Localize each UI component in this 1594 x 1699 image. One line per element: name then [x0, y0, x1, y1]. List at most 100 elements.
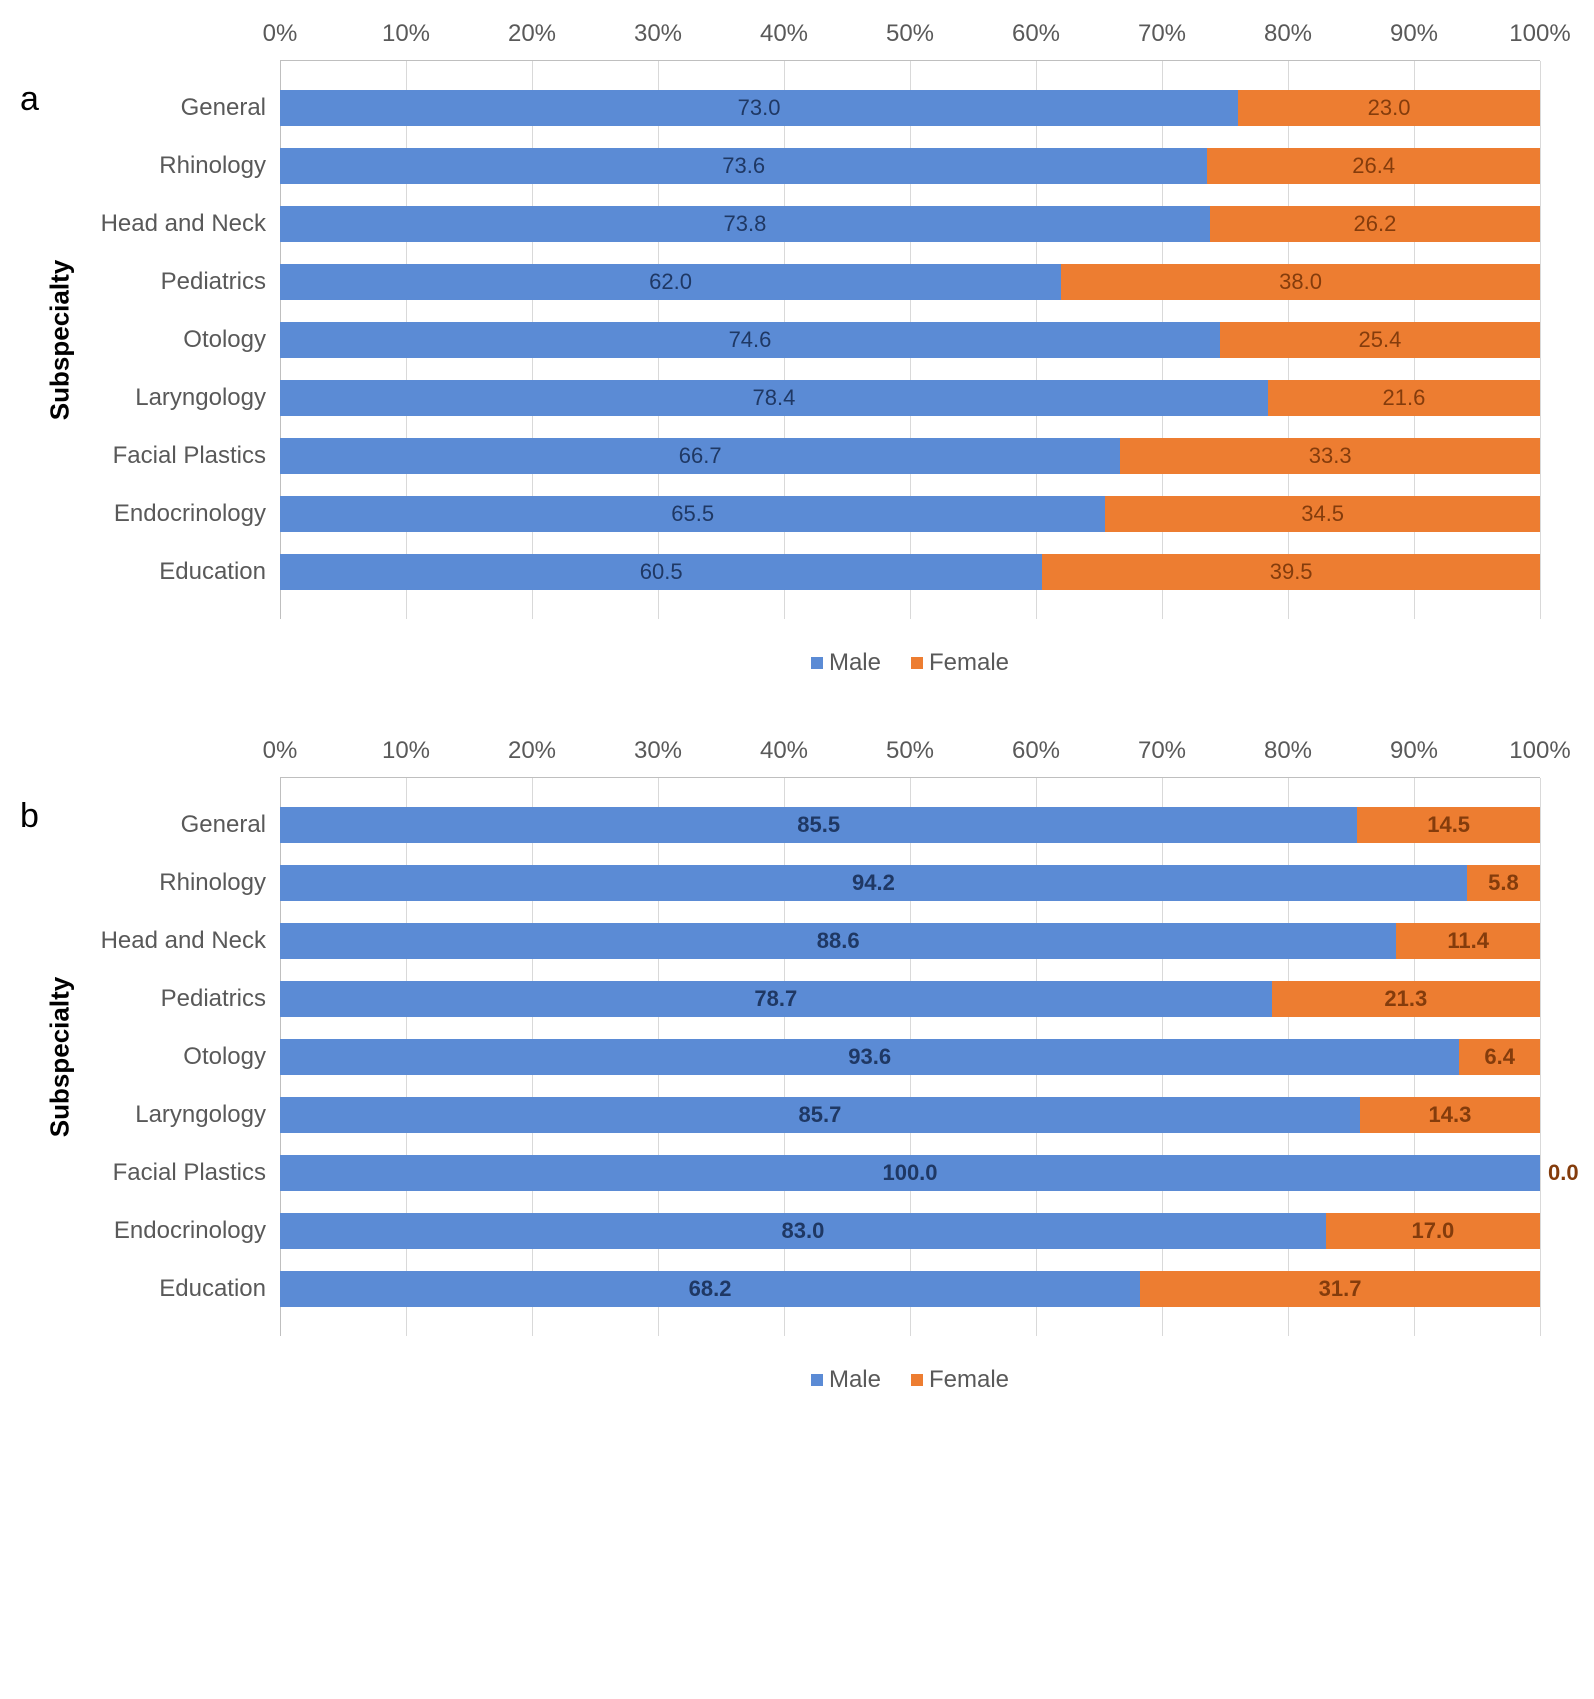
bar-row: Pediatrics78.721.3 [280, 970, 1540, 1028]
bar-track: 100.00.0 [280, 1155, 1540, 1191]
bar-row: Education60.539.5 [280, 543, 1540, 601]
bar-track: 83.0 17.0 [280, 1213, 1540, 1249]
x-tick-label: 20% [508, 737, 556, 765]
bar-value-female: 38.0 [1279, 269, 1322, 295]
bar-row: Endocrinology65.534.5 [280, 485, 1540, 543]
bar-value-male: 73.8 [724, 211, 767, 237]
bar-segment-male: 78.7 [280, 981, 1272, 1017]
bar-track: 74.625.4 [280, 322, 1540, 358]
chart-b: 0%10%20%30%40%50%60%70%80%90%100% Subspe… [280, 737, 1540, 1394]
bar-segment-female: 38.0 [1061, 264, 1540, 300]
bar-segment-female: 31.7 [1140, 1271, 1540, 1307]
bar-value-male: 93.6 [848, 1044, 891, 1070]
category-label: Rhinology [159, 869, 280, 897]
bar-segment-female: 21.6 [1268, 380, 1540, 416]
bar-row: Head and Neck73.826.2 [280, 195, 1540, 253]
x-tick-label: 50% [886, 20, 934, 48]
bar-value-male: 66.7 [679, 443, 722, 469]
panel-a: a 0%10%20%30%40%50%60%70%80%90%100% Subs… [20, 20, 1574, 677]
bar-value-male: 73.6 [722, 153, 765, 179]
x-tick-label: 40% [760, 20, 808, 48]
bar-value-female: 21.6 [1382, 385, 1425, 411]
bar-row: General85.514.5 [280, 796, 1540, 854]
legend-label-female: Female [929, 649, 1009, 677]
x-tick-label: 10% [382, 20, 430, 48]
category-label: General [181, 811, 280, 839]
bar-track: 93.6 6.4 [280, 1039, 1540, 1075]
bar-row: Laryngology85.714.3 [280, 1086, 1540, 1144]
category-label: Laryngology [135, 384, 280, 412]
legend-item-female: Female [911, 1366, 1009, 1394]
bar-track: 73.023.0 [280, 90, 1540, 126]
x-tick-label: 0% [263, 20, 298, 48]
category-label: Pediatrics [161, 985, 280, 1013]
bar-track: 66.7 33.3 [280, 438, 1540, 474]
bar-segment-male: 85.5 [280, 807, 1357, 843]
bar-value-male: 65.5 [671, 501, 714, 527]
bar-row: Otology74.625.4 [280, 311, 1540, 369]
bar-segment-female: 17.0 [1326, 1213, 1540, 1249]
bar-row: Endocrinology83.017.0 [280, 1202, 1540, 1260]
bar-segment-male: 88.6 [280, 923, 1396, 959]
bar-value-male: 94.2 [852, 870, 895, 896]
bar-value-male: 100.0 [882, 1160, 937, 1186]
bar-segment-male: 73.6 [280, 148, 1207, 184]
bar-segment-male: 83.0 [280, 1213, 1326, 1249]
bar-value-male: 88.6 [817, 928, 860, 954]
legend-b: Male Female [280, 1366, 1540, 1394]
bar-value-male: 78.7 [754, 986, 797, 1012]
plot-area-a: Subspecialty General73.023.0Rhinology73.… [280, 60, 1540, 619]
bar-value-female: 23.0 [1368, 95, 1411, 121]
bar-segment-female: 39.5 [1042, 554, 1540, 590]
bar-segment-female: 33.3 [1120, 438, 1540, 474]
x-axis-a: 0%10%20%30%40%50%60%70%80%90%100% [280, 20, 1540, 60]
bar-row: Education68.231.7 [280, 1260, 1540, 1318]
category-label: Pediatrics [161, 268, 280, 296]
legend-item-male: Male [811, 649, 881, 677]
y-axis-title-b: Subspecialty [45, 977, 76, 1137]
x-tick-label: 30% [634, 20, 682, 48]
category-label: Education [159, 1275, 280, 1303]
x-tick-label: 40% [760, 737, 808, 765]
figure: a 0%10%20%30%40%50%60%70%80%90%100% Subs… [20, 20, 1574, 1394]
bar-segment-female: 26.2 [1210, 206, 1540, 242]
bar-value-male: 74.6 [729, 327, 772, 353]
category-label: Endocrinology [114, 1217, 280, 1245]
legend-label-female: Female [929, 1366, 1009, 1394]
bar-track: 73.8 26.2 [280, 206, 1540, 242]
legend-swatch-female [911, 657, 923, 669]
bar-value-female: 14.5 [1427, 812, 1470, 838]
bar-value-female: 34.5 [1301, 501, 1344, 527]
bar-value-female: 21.3 [1384, 986, 1427, 1012]
x-tick-label: 30% [634, 737, 682, 765]
bar-track: 94.2 5.8 [280, 865, 1540, 901]
bar-segment-female: 14.3 [1360, 1097, 1540, 1133]
bar-value-female: 26.2 [1354, 211, 1397, 237]
legend-swatch-male [811, 1374, 823, 1386]
category-label: Laryngology [135, 1101, 280, 1129]
bar-value-female: 5.8 [1488, 870, 1519, 896]
bar-segment-male: 62.0 [280, 264, 1061, 300]
bar-value-female: 0.0 [1548, 1160, 1579, 1186]
bar-row: Laryngology78.421.6 [280, 369, 1540, 427]
bar-value-female: 17.0 [1411, 1218, 1454, 1244]
bar-value-female: 39.5 [1270, 559, 1313, 585]
bar-value-female: 6.4 [1484, 1044, 1515, 1070]
legend-swatch-female [911, 1374, 923, 1386]
x-tick-label: 50% [886, 737, 934, 765]
bar-value-female: 33.3 [1309, 443, 1352, 469]
bar-track: 85.5 14.5 [280, 807, 1540, 843]
bar-row: Facial Plastics66.733.3 [280, 427, 1540, 485]
bar-track: 60.539.5 [280, 554, 1540, 590]
x-tick-label: 60% [1012, 737, 1060, 765]
bar-track: 62.0 38.0 [280, 264, 1540, 300]
bar-segment-female: 23.0 [1238, 90, 1540, 126]
grid-line [1540, 778, 1541, 1336]
panel-label-b: b [20, 797, 39, 836]
x-tick-label: 100% [1509, 737, 1570, 765]
bar-segment-male: 78.4 [280, 380, 1268, 416]
legend-swatch-male [811, 657, 823, 669]
x-tick-label: 80% [1264, 20, 1312, 48]
category-label: Head and Neck [101, 210, 280, 238]
y-axis-title-a: Subspecialty [45, 260, 76, 420]
